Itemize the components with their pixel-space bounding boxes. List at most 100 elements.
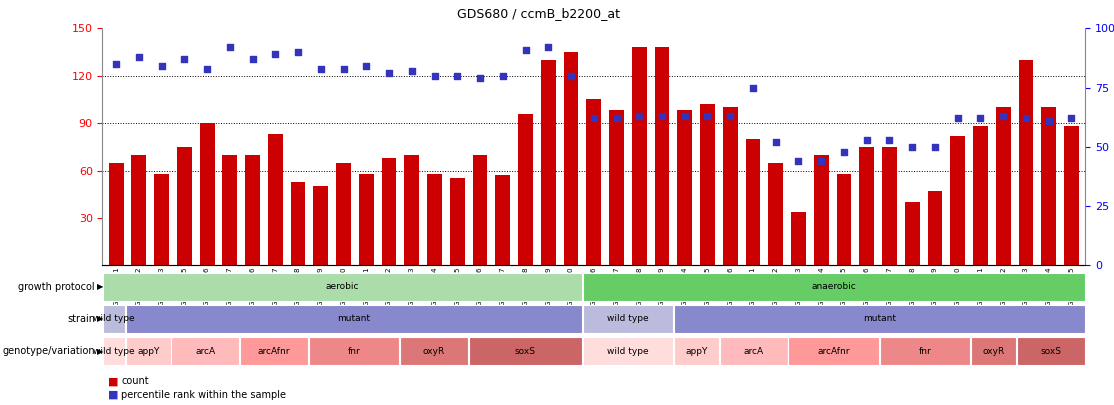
- Bar: [291, 181, 305, 265]
- Bar: [720, 337, 788, 365]
- Bar: [880, 337, 970, 365]
- Bar: [102, 273, 582, 301]
- Bar: [472, 155, 488, 265]
- Bar: [583, 305, 673, 333]
- Bar: [971, 337, 1016, 365]
- Point: [334, 65, 352, 72]
- Text: wild type: wild type: [607, 347, 648, 356]
- Point: [812, 158, 830, 164]
- Bar: [1042, 107, 1056, 265]
- Bar: [950, 136, 965, 265]
- Point: [698, 113, 716, 119]
- Bar: [154, 174, 169, 265]
- Text: oxyR: oxyR: [422, 347, 444, 356]
- Point: [880, 136, 898, 143]
- Text: arcA: arcA: [744, 347, 764, 356]
- Text: arcAfnr: arcAfnr: [257, 347, 290, 356]
- Bar: [609, 111, 624, 265]
- Bar: [583, 337, 673, 365]
- Text: ■: ■: [108, 376, 118, 386]
- Bar: [245, 155, 260, 265]
- Point: [403, 68, 421, 74]
- Bar: [583, 273, 1085, 301]
- Text: GDS680 / ccmB_b2200_at: GDS680 / ccmB_b2200_at: [457, 7, 619, 20]
- Bar: [996, 107, 1010, 265]
- Point: [107, 61, 125, 67]
- Point: [949, 115, 967, 122]
- Point: [448, 72, 466, 79]
- Bar: [309, 337, 399, 365]
- Text: appY: appY: [137, 347, 159, 356]
- Bar: [586, 100, 602, 265]
- Bar: [541, 60, 556, 265]
- Point: [494, 72, 511, 79]
- Point: [1017, 115, 1035, 122]
- Text: fnr: fnr: [919, 347, 931, 356]
- Bar: [723, 107, 737, 265]
- Bar: [677, 111, 692, 265]
- Bar: [1018, 60, 1034, 265]
- Bar: [1064, 126, 1078, 265]
- Text: genotype/variation: genotype/variation: [2, 346, 95, 356]
- Text: soxS: soxS: [1040, 347, 1062, 356]
- Text: wild type: wild type: [94, 314, 135, 324]
- Bar: [973, 126, 988, 265]
- Point: [971, 115, 989, 122]
- Point: [1063, 115, 1081, 122]
- Text: ▶: ▶: [97, 314, 104, 324]
- Bar: [496, 175, 510, 265]
- Bar: [791, 211, 805, 265]
- Bar: [268, 134, 283, 265]
- Text: percentile rank within the sample: percentile rank within the sample: [121, 390, 286, 400]
- Point: [539, 44, 557, 51]
- Point: [471, 75, 489, 81]
- Bar: [336, 162, 351, 265]
- Bar: [745, 139, 761, 265]
- Text: strain: strain: [67, 314, 95, 324]
- Bar: [404, 155, 419, 265]
- Point: [198, 65, 216, 72]
- Point: [130, 53, 148, 60]
- Bar: [837, 174, 851, 265]
- Bar: [199, 123, 215, 265]
- Bar: [564, 52, 578, 265]
- Bar: [126, 305, 582, 333]
- Bar: [177, 147, 192, 265]
- Bar: [928, 191, 942, 265]
- Point: [926, 144, 944, 150]
- Text: mutant: mutant: [863, 314, 896, 324]
- Text: aerobic: aerobic: [325, 282, 359, 291]
- Text: anaerobic: anaerobic: [811, 282, 856, 291]
- Point: [221, 44, 238, 51]
- Point: [176, 56, 194, 62]
- Bar: [1017, 337, 1085, 365]
- Text: mutant: mutant: [338, 314, 370, 324]
- Point: [312, 65, 330, 72]
- Bar: [882, 147, 897, 265]
- Bar: [769, 162, 783, 265]
- Point: [653, 113, 671, 119]
- Bar: [427, 174, 442, 265]
- Text: ▶: ▶: [97, 282, 104, 291]
- Bar: [109, 162, 124, 265]
- Point: [290, 49, 307, 55]
- Text: appY: appY: [685, 347, 707, 356]
- Point: [153, 63, 170, 70]
- Text: wild type: wild type: [94, 347, 135, 356]
- Bar: [469, 337, 582, 365]
- Bar: [359, 174, 373, 265]
- Bar: [382, 158, 397, 265]
- Point: [676, 113, 694, 119]
- Bar: [313, 186, 329, 265]
- Text: fnr: fnr: [348, 347, 360, 356]
- Point: [358, 63, 375, 70]
- Text: ▶: ▶: [97, 347, 104, 356]
- Point: [563, 72, 580, 79]
- Point: [766, 139, 784, 145]
- Bar: [859, 147, 874, 265]
- Bar: [102, 305, 125, 333]
- Bar: [700, 104, 715, 265]
- Bar: [400, 337, 468, 365]
- Point: [517, 47, 535, 53]
- Bar: [814, 155, 829, 265]
